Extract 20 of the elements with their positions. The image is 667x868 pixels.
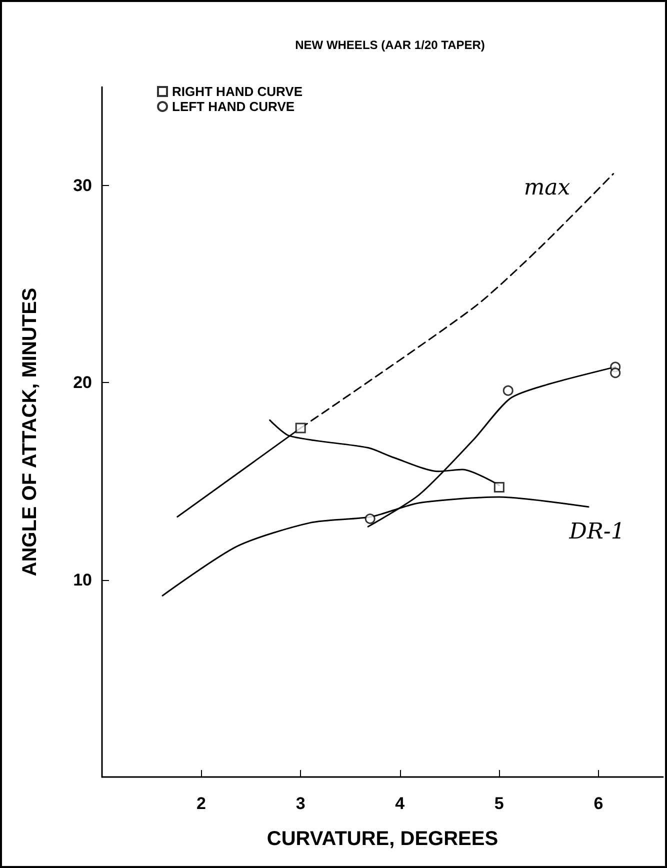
x-tick-label: 3 bbox=[296, 794, 306, 813]
annotation: DR-1 bbox=[568, 520, 625, 544]
point bbox=[364, 513, 376, 524]
legend-label: LEFT HAND CURVE bbox=[172, 99, 295, 114]
y-tick-label: 20 bbox=[73, 373, 92, 392]
x-tick-label: 2 bbox=[196, 794, 206, 813]
point bbox=[502, 385, 514, 396]
annotation: max bbox=[524, 176, 571, 200]
point bbox=[295, 422, 306, 434]
y-tick-label: 10 bbox=[73, 570, 92, 590]
x-tick-label: 6 bbox=[594, 794, 604, 813]
y-axis-title: ANGLE OF ATTACK, MINUTES bbox=[19, 288, 41, 576]
legend-label: RIGHT HAND CURVE bbox=[172, 84, 303, 99]
x-tick-label: 4 bbox=[395, 794, 406, 813]
chart-title: NEW WHEELS (AAR 1/20 TAPER) bbox=[295, 38, 485, 52]
x-axis-title: CURVATURE, DEGREES bbox=[266, 828, 498, 850]
y-tick-label: 30 bbox=[73, 176, 92, 196]
point bbox=[610, 368, 621, 378]
x-tick-label: 5 bbox=[494, 794, 504, 813]
point bbox=[494, 482, 504, 492]
